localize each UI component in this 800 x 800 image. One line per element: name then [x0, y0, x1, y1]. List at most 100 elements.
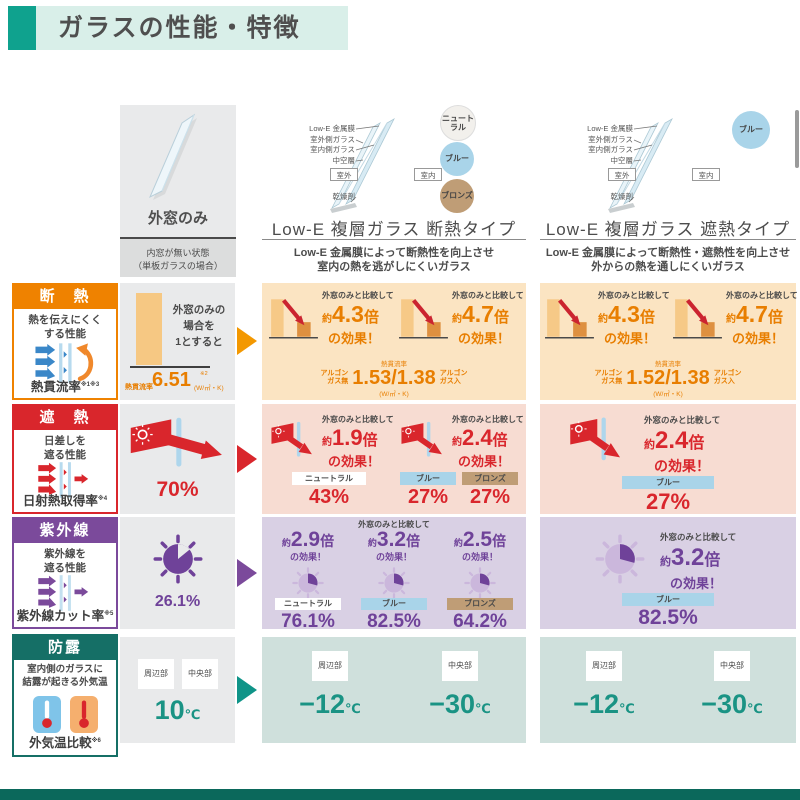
metric-note: ※6 — [91, 737, 101, 744]
lowe-dan-title: Low-E 複層ガラス 断熱タイプ — [271, 220, 517, 239]
compare-text: 外窓のみと比較して — [358, 520, 430, 529]
lowe-sha-title: Low-E 複層ガラス 遮熱タイプ — [545, 220, 791, 239]
uv-sun-pie-icon — [462, 565, 498, 601]
row-dannetsu-sub2: する性能 — [44, 328, 86, 341]
times-value: 2.4 — [655, 427, 689, 454]
row-boro-sub1: 室内側のガラスに — [27, 664, 103, 675]
times-suffix: 倍 — [320, 533, 335, 549]
baseline-bar — [136, 293, 162, 365]
stat-value: 76.1% — [281, 611, 335, 632]
scrollbar-thumb[interactable] — [795, 110, 799, 168]
times-value: 2.5 — [462, 528, 493, 551]
stat-value: 82.5% — [638, 606, 698, 629]
approx: 約 — [322, 437, 332, 448]
approx: 約 — [367, 538, 377, 548]
legend-bronze: ブロンズ — [440, 179, 474, 213]
dannetsu-sha-cell: 外窓のみと比較して 約4.3倍 の効果！ 外窓のみと比較して 約4.7倍 の効果… — [540, 283, 798, 400]
edge-label-chip: 周辺部 — [312, 651, 348, 681]
summary-unit: (W/㎡・K) — [379, 391, 409, 398]
flow-arrow-uv — [237, 559, 257, 587]
u-value-label: 熱貫流率 — [125, 384, 153, 391]
times-suffix: 倍 — [492, 533, 507, 549]
uv-sun-pie-icon — [376, 565, 412, 601]
approx: 約 — [281, 538, 291, 548]
outer-note-line2: （単板ガラスの場合） — [133, 261, 223, 271]
effect-text: の効果！ — [458, 454, 511, 469]
argon-with-1: アルゴン — [439, 369, 468, 377]
argon-with-2: ガス入 — [439, 378, 461, 385]
diagram-label-air-layer: 中空層 — [610, 156, 634, 165]
u-value: 6.51 — [152, 369, 191, 391]
row-shanetsu-sub1: 日差しを — [44, 435, 86, 447]
approx: 約 — [726, 314, 736, 325]
compare-text: 外窓のみと比較して — [598, 291, 670, 300]
uv-sun-pie-icon — [290, 565, 326, 601]
diagram-box-outside: 室外 — [608, 168, 636, 181]
boro-sha-cell: 周辺部 −12℃ 中央部 −30℃ — [540, 637, 796, 743]
stat-value: 27% — [645, 489, 691, 514]
sun-blocked-icon — [566, 414, 630, 468]
temp-unit: ℃ — [184, 707, 201, 722]
uv-sun-pie-icon — [150, 531, 206, 587]
compare-text: 外窓のみと比較して — [660, 532, 737, 542]
argon-without-1: アルゴン — [320, 369, 349, 377]
row-boro-header: 防露 室内側のガラスに 結露が起きる外気温 外気温比較※6 — [12, 634, 118, 757]
bar-comparison-icon — [268, 290, 320, 346]
boro-outer-cell: 周辺部 中央部 10℃ — [120, 637, 235, 743]
effect-text: の効果！ — [375, 552, 412, 562]
summary-label: 熱貫流率 — [380, 361, 407, 368]
compare-group: 外窓のみと比較して 約1.9倍 の効果！ ニュートラル 43% — [266, 410, 394, 508]
glass-color-chip: ニュートラル — [275, 598, 341, 610]
header-accent-square — [8, 6, 36, 50]
single-glass-pane-icon — [120, 107, 236, 203]
metric-text: 外気温比較 — [29, 736, 92, 750]
effect-text: の効果！ — [732, 331, 785, 346]
times-value: 4.3 — [332, 301, 364, 327]
temp-value: 10 — [154, 695, 185, 725]
effect-text: の効果！ — [670, 576, 723, 591]
effect-text: の効果！ — [604, 331, 657, 346]
outer-window-note: 内窓が無い状態 （単板ガラスの場合） — [120, 237, 236, 277]
compare-group: 外窓のみと比較して 約4.7倍 の効果！ — [398, 288, 524, 354]
diagram-box-inside: 室内 — [692, 168, 720, 181]
header-band: ガラスの性能・特徴 — [36, 6, 348, 50]
effect-text: の効果！ — [461, 552, 498, 562]
glass-color-chip: ニュートラル — [292, 472, 366, 485]
effect-text: の効果！ — [654, 458, 710, 474]
row-uv-header: 紫外線 紫外線を 遮る性能 紫外線カット率※5 — [12, 517, 118, 629]
row-shanetsu-title: 遮 熱 — [14, 406, 116, 430]
argon-without-2: ガス無 — [601, 378, 623, 385]
diagram-label-desiccant: 乾燥剤 — [332, 192, 356, 201]
metric-note: ※5 — [104, 610, 114, 617]
argon-with-1: アルゴン — [713, 369, 742, 377]
diagram-label-lowe: Low-E 金属膜 — [587, 124, 633, 133]
edge-temp: −12℃ — [280, 691, 380, 718]
stat-value: 27% — [407, 486, 449, 508]
lowe-dan-divider — [262, 239, 526, 240]
argon-without-2: ガス無 — [327, 378, 349, 385]
compare-group: 約2.5倍 の効果！ ブロンズ 64.2% — [438, 519, 522, 632]
approx: 約 — [452, 437, 462, 448]
times-suffix: 倍 — [406, 533, 421, 549]
stat-value: 27% — [469, 486, 511, 508]
glass-color-chip: ブルー — [622, 593, 714, 606]
thermometer-cold-icon — [33, 696, 61, 733]
sun-through-glass-icon — [126, 416, 230, 470]
diagram-box-inside: 室内 — [414, 168, 442, 181]
times-suffix: 倍 — [704, 552, 721, 569]
times-suffix: 倍 — [639, 309, 655, 326]
diagram-label-outer-glass: 室外側ガラス — [588, 135, 633, 144]
approx: 約 — [598, 314, 608, 325]
u-value-summary: アルゴン ガス無 熱貫流率 1.53/1.38 (W/㎡・K) アルゴン ガス入 — [262, 358, 526, 398]
footer-bar — [0, 789, 800, 800]
u-value-summary: アルゴン ガス無 熱貫流率 1.52/1.38 (W/㎡・K) アルゴン ガス入 — [540, 358, 796, 398]
row-dannetsu-title: 断 熱 — [14, 285, 116, 309]
diagram-label-inner-glass: 室内側ガラス — [588, 145, 633, 154]
metric-text: 熱貫流率 — [30, 380, 81, 394]
lowe-dan-desc2: 室内の熱を逃がしにくいガラス — [317, 261, 471, 273]
summary-unit: (W/㎡・K) — [653, 391, 683, 398]
boro-dan-cell: 周辺部 −12℃ 中央部 −30℃ — [262, 637, 526, 743]
center-label-chip: 中央部 — [714, 651, 750, 681]
caption-line3: 1とすると — [175, 335, 223, 348]
row-dannetsu-sub1: 熱を伝えにくく — [28, 314, 102, 326]
